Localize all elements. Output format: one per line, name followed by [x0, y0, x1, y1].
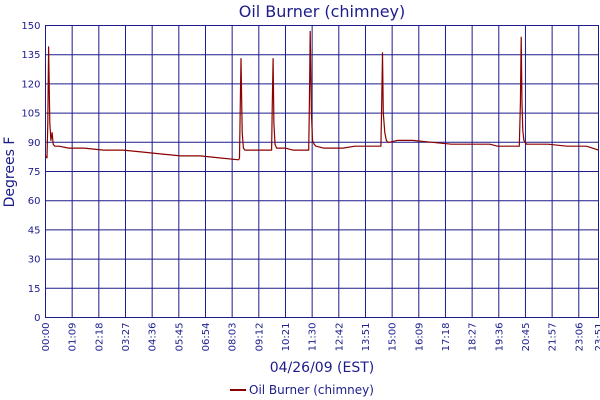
legend: Oil Burner (chimney) [230, 383, 374, 397]
x-tick-label: 02:18 [94, 323, 105, 352]
legend-label: Oil Burner (chimney) [249, 383, 374, 397]
x-tick-label: 03:27 [121, 323, 132, 352]
x-tick-label: 05:45 [174, 323, 185, 352]
x-tick-label: 13:51 [361, 323, 372, 352]
x-tick-label: 20:45 [521, 323, 532, 352]
x-tick-label: 16:09 [414, 323, 425, 352]
x-tick-label: 21:57 [548, 323, 559, 352]
y-tick-label: 75 [28, 167, 41, 178]
x-axis-label: 04/26/09 (EST) [270, 360, 375, 376]
y-tick-label: 30 [28, 255, 41, 266]
y-tick-label: 45 [28, 225, 41, 236]
x-tick-label: 04:36 [148, 323, 159, 352]
grid-lines [45, 25, 599, 318]
y-tick-label: 150 [21, 21, 40, 32]
x-tick-label: 01:09 [68, 323, 79, 352]
y-tick-label: 120 [21, 79, 40, 90]
series-line-0 [45, 30, 599, 161]
x-tick-label: 18:27 [468, 323, 479, 352]
y-tick-label: 135 [21, 50, 40, 61]
y-tick-label: 15 [28, 284, 41, 295]
x-tick-label: 17:18 [441, 323, 452, 352]
y-tick-label: 105 [21, 109, 40, 120]
y-tick-label: 60 [28, 196, 41, 207]
series-layer [45, 30, 599, 161]
x-tick-label: 19:36 [494, 323, 505, 352]
x-tick-label: 00:00 [41, 323, 52, 352]
x-tick-label: 23:06 [574, 323, 585, 352]
x-tick-label: 09:12 [254, 323, 265, 352]
plot-area [45, 25, 599, 318]
x-tick-label: 10:21 [281, 323, 292, 352]
y-axis-label: Degrees F [2, 137, 18, 208]
y-tick-label: 0 [34, 313, 40, 324]
x-tick-label: 06:54 [201, 323, 212, 352]
x-tick-label: 11:30 [308, 323, 319, 352]
x-tick-label: 08:03 [228, 323, 239, 352]
x-tick-label: 15:00 [388, 323, 399, 352]
y-axis-ticks: 0 15 30 45 60 75 90 105 120 135 150 [21, 21, 40, 324]
y-tick-label: 90 [28, 138, 41, 149]
chart-title: Oil Burner (chimney) [239, 2, 406, 21]
x-tick-label: 23:51 [594, 323, 600, 352]
x-tick-label: 12:42 [334, 323, 345, 352]
x-axis-ticks: 00:00 01:09 02:18 03:27 04:36 05:45 06:54 08:03… [41, 323, 600, 352]
